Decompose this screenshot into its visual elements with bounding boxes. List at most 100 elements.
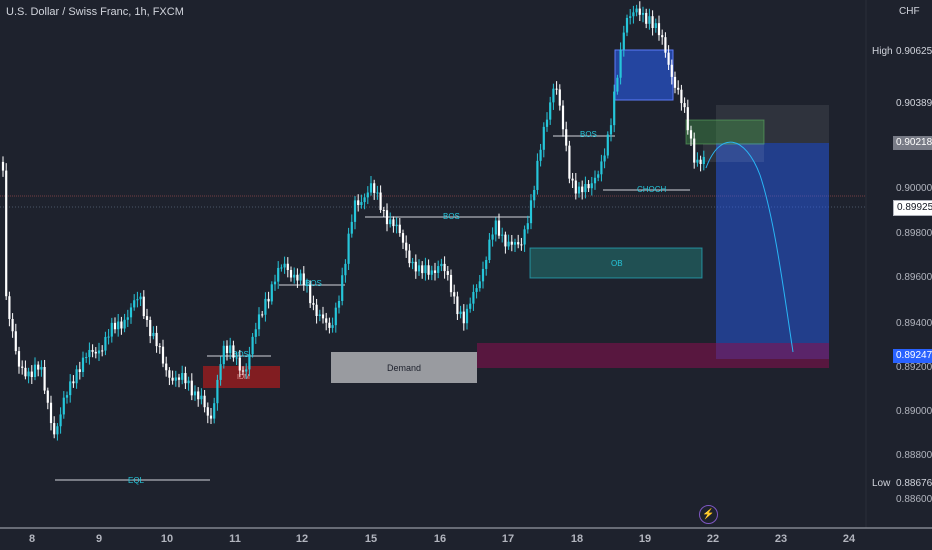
- bos-label-3: BOS: [443, 212, 460, 221]
- candle-body: [337, 300, 341, 308]
- candle-body: [533, 189, 536, 201]
- candle-body: [277, 267, 280, 282]
- candle-body: [78, 369, 81, 372]
- candle-body: [318, 314, 321, 316]
- candle-body: [616, 77, 619, 92]
- candle-body: [225, 345, 229, 354]
- currency-label: CHF: [899, 6, 920, 17]
- high-zone[interactable]: [614, 49, 674, 101]
- short-position-stop-zone[interactable]: [716, 105, 829, 143]
- lightning-icon[interactable]: ⚡: [699, 505, 718, 524]
- ob-label: OB: [611, 259, 623, 268]
- candle-body: [213, 403, 216, 419]
- candle-body: [641, 12, 645, 15]
- candle-body: [107, 336, 110, 338]
- candle-body: [606, 134, 609, 156]
- demand-zone[interactable]: [331, 352, 477, 383]
- candle-body: [261, 314, 264, 316]
- eql-label: EQL: [128, 476, 145, 485]
- candle-body: [424, 265, 427, 274]
- candle-body: [30, 371, 33, 378]
- candle-body: [33, 364, 37, 378]
- candle-body: [235, 357, 238, 359]
- low-label: Low: [869, 477, 894, 491]
- candle-body: [366, 192, 369, 198]
- candle-body: [209, 415, 213, 419]
- candle-body: [369, 183, 373, 193]
- candle-body: [113, 322, 117, 330]
- candle-body: [315, 304, 318, 316]
- candle-body: [638, 8, 641, 15]
- candle-body: [286, 263, 289, 270]
- candle-body: [241, 370, 245, 372]
- short-position-target-zone[interactable]: [716, 143, 829, 359]
- candle-body: [600, 161, 603, 175]
- candle-body: [309, 284, 312, 304]
- candle-body: [187, 380, 190, 384]
- bos-label-4: BOS: [580, 130, 597, 139]
- candle-body: [110, 322, 113, 337]
- candle-body: [283, 263, 286, 268]
- candle-body: [504, 234, 507, 247]
- candle-body: [593, 177, 597, 184]
- candle-body: [437, 266, 440, 273]
- candle-body: [645, 12, 648, 24]
- candle-body: [632, 12, 635, 17]
- candle-body: [46, 390, 49, 403]
- candle-body: [206, 407, 209, 416]
- x-tick: 15: [364, 533, 378, 545]
- candle-body: [526, 223, 529, 230]
- candle-body: [331, 325, 334, 328]
- candle-body: [85, 357, 88, 359]
- x-tick: 17: [501, 533, 515, 545]
- green-zone[interactable]: [685, 119, 765, 145]
- candle-body: [171, 377, 174, 381]
- candle-body: [17, 351, 21, 367]
- bos-label-1: BOS: [232, 350, 249, 359]
- candle-body: [494, 220, 497, 235]
- choch-label: CHOCH: [637, 185, 667, 194]
- order-block-zone[interactable]: [529, 247, 703, 279]
- x-tick: 16: [433, 533, 447, 545]
- y-tick: 0.89400: [896, 318, 932, 329]
- supply-zone[interactable]: [477, 343, 829, 368]
- grey-zone[interactable]: [703, 144, 764, 162]
- candle-body: [491, 234, 494, 240]
- candle-body: [69, 381, 72, 396]
- candle-body: [459, 311, 462, 315]
- candle-body: [267, 298, 270, 302]
- candle-body: [683, 103, 686, 108]
- candle-body: [56, 426, 59, 435]
- candle-body: [373, 183, 376, 193]
- candle-body: [165, 363, 168, 371]
- x-tick: 18: [570, 533, 584, 545]
- candle-body: [251, 336, 254, 355]
- candle-body: [65, 395, 69, 398]
- candle-body: [328, 322, 331, 328]
- low-price-tag: 0.88676: [893, 477, 932, 491]
- candle-body: [376, 192, 379, 194]
- candle-body: [11, 318, 14, 332]
- candle-body: [88, 349, 91, 358]
- current-price-tag: 0.89925: [893, 200, 932, 216]
- idm-zone[interactable]: [203, 366, 280, 388]
- candle-body: [334, 307, 337, 326]
- candle-body: [456, 296, 459, 315]
- x-tick: 19: [638, 533, 652, 545]
- candle-body: [229, 345, 232, 354]
- candle-body: [181, 373, 184, 380]
- demand-label: Demand: [387, 363, 421, 373]
- candle-body: [488, 239, 491, 261]
- candle-body: [408, 250, 411, 264]
- candle-body: [216, 379, 219, 404]
- candle-body: [245, 369, 248, 372]
- candle-body: [363, 197, 366, 203]
- idm-label: IDM: [237, 374, 250, 381]
- candle-body: [27, 371, 30, 377]
- candle-body: [590, 183, 593, 189]
- candle-body: [40, 367, 43, 370]
- candle-body: [574, 180, 577, 194]
- candle-body: [696, 159, 699, 163]
- x-tick: 8: [28, 533, 36, 545]
